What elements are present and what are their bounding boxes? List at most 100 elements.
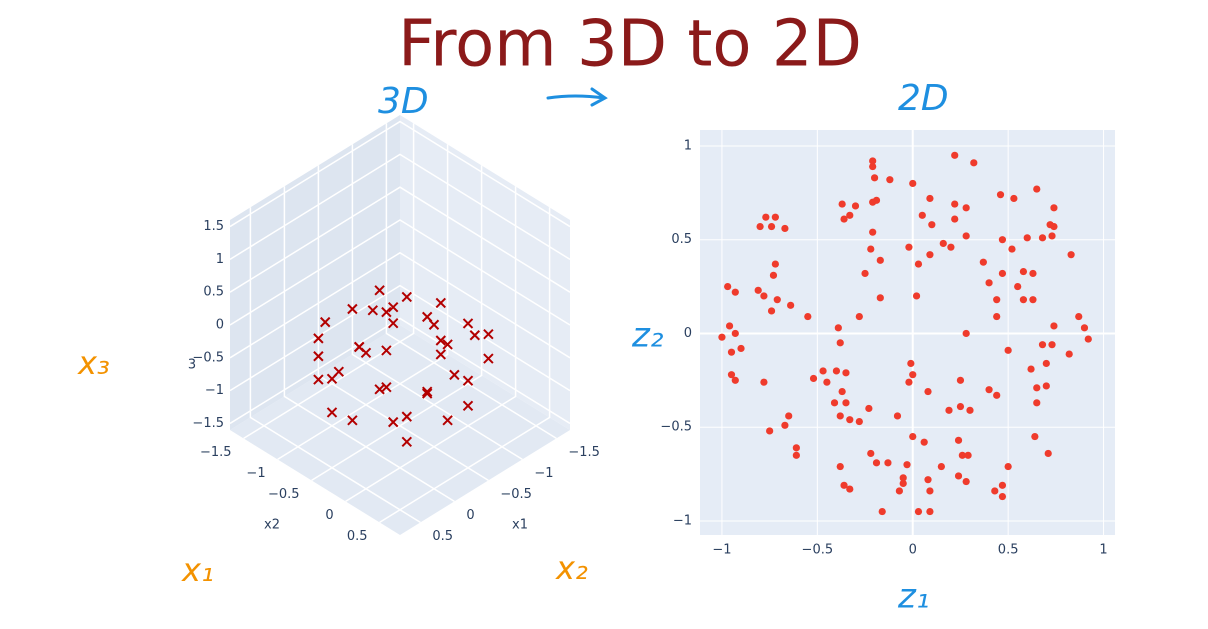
point: [876, 256, 884, 264]
grid-line: [229, 219, 571, 326]
point: [401, 411, 413, 422]
grid-line: [229, 153, 571, 261]
point: [926, 507, 934, 516]
point: [840, 481, 848, 489]
point: [1050, 322, 1058, 330]
point: [1027, 365, 1035, 373]
grid-line: [229, 120, 571, 228]
x-tick-label: −0.5: [802, 543, 834, 558]
point: [1038, 341, 1047, 349]
grid-line: [311, 165, 483, 482]
grid-line: [351, 144, 523, 461]
point: [421, 386, 433, 397]
point: [731, 329, 739, 338]
point: [762, 213, 770, 221]
point: [867, 449, 875, 458]
point: [374, 285, 385, 296]
point: [401, 291, 413, 303]
point: [886, 176, 894, 184]
point: [731, 376, 739, 384]
point: [1031, 432, 1039, 441]
point: [836, 339, 844, 347]
point: [998, 492, 1007, 501]
point: [773, 296, 781, 304]
point: [428, 319, 440, 330]
point: [792, 444, 800, 452]
slide-title: From 3D to 2D: [398, 8, 862, 82]
point: [387, 301, 399, 313]
point: [381, 345, 392, 356]
point: [909, 432, 917, 441]
point: [962, 477, 970, 486]
point: [962, 329, 970, 338]
point: [792, 451, 800, 459]
point: [939, 239, 947, 248]
point: [998, 236, 1007, 244]
point: [804, 312, 812, 321]
point: [846, 485, 854, 493]
point: [842, 369, 850, 377]
point: [985, 386, 993, 394]
z-tick-label: 0: [216, 318, 224, 333]
point: [483, 328, 494, 340]
point: [347, 303, 358, 315]
point: [819, 367, 827, 375]
point: [1010, 194, 1018, 203]
point: [769, 271, 778, 279]
point: [884, 459, 892, 467]
point: [993, 296, 1001, 304]
y-tick-label: 0: [684, 326, 692, 341]
point: [760, 292, 768, 300]
point: [313, 374, 324, 385]
x-tick-label: 0.5: [998, 543, 1019, 558]
point: [737, 344, 745, 353]
point: [954, 436, 963, 444]
point: [869, 162, 877, 171]
point: [855, 417, 863, 426]
point: [442, 339, 453, 350]
point: [421, 388, 433, 399]
point: [909, 179, 917, 188]
point: [1033, 399, 1041, 407]
point: [1029, 269, 1037, 278]
y-tick-label: −0.5: [268, 487, 300, 502]
point: [731, 288, 739, 296]
point: [1044, 449, 1052, 458]
point: [374, 384, 385, 395]
point: [1023, 234, 1031, 242]
point: [836, 462, 844, 471]
x-tick-label: −1.5: [568, 445, 600, 460]
point: [905, 378, 913, 386]
point: [951, 215, 959, 223]
point: [993, 391, 1001, 399]
point: [435, 335, 447, 346]
y-axis-title: x2: [264, 518, 280, 533]
point: [830, 399, 839, 407]
point: [1019, 267, 1028, 276]
point: [313, 351, 324, 362]
point: [442, 415, 453, 426]
point: [870, 174, 879, 182]
point: [991, 487, 999, 495]
point: [771, 260, 779, 268]
point: [1004, 346, 1012, 354]
y-tick-label: −1: [246, 466, 265, 481]
point: [926, 194, 934, 203]
grid-line: [385, 123, 557, 440]
point: [903, 461, 911, 469]
point: [767, 307, 776, 315]
point: [958, 451, 966, 459]
grid-line: [277, 144, 449, 461]
grid-line: [249, 207, 421, 524]
point: [851, 202, 860, 210]
point: [956, 402, 965, 411]
point: [834, 324, 842, 332]
point: [1033, 384, 1041, 392]
point: [993, 312, 1001, 321]
point: [966, 406, 974, 414]
grid-line: [317, 165, 489, 482]
point: [928, 221, 936, 229]
point: [767, 222, 776, 231]
point: [771, 213, 779, 221]
